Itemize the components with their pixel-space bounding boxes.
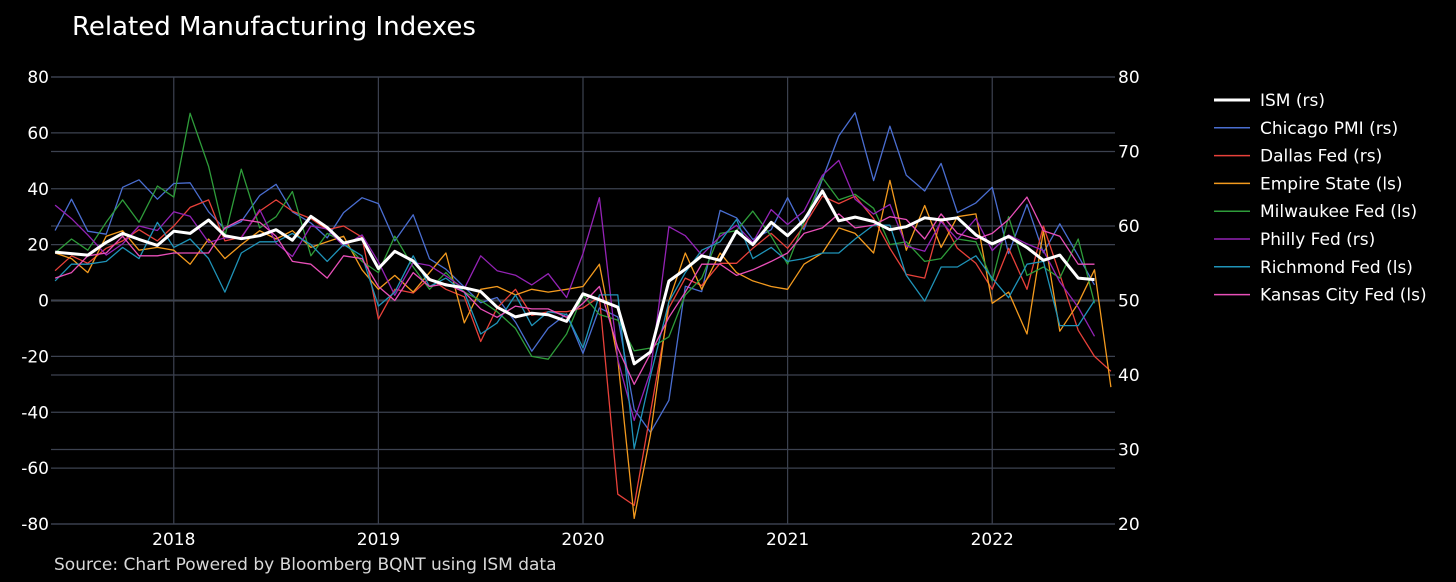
x-tick-label: 2018 xyxy=(152,530,195,550)
legend-label: Chicago PMI (rs) xyxy=(1260,119,1398,139)
legend-label: Milwaukee Fed (ls) xyxy=(1260,202,1417,222)
right-tick-label: 80 xyxy=(1118,68,1140,88)
left-tick-label: -80 xyxy=(21,515,49,535)
right-tick-label: 40 xyxy=(1118,366,1140,386)
left-tick-label: -40 xyxy=(21,403,49,423)
series-line xyxy=(54,218,1096,450)
left-tick-label: 60 xyxy=(27,124,49,144)
right-tick-label: 20 xyxy=(1118,515,1140,535)
series-line xyxy=(54,189,1095,366)
legend-label: Dallas Fed (rs) xyxy=(1260,147,1382,167)
source-note: Source: Chart Powered by Bloomberg BQNT … xyxy=(54,555,557,575)
right-tick-label: 50 xyxy=(1118,292,1140,312)
grid-lines xyxy=(51,76,1115,525)
x-tick-label: 2020 xyxy=(561,530,604,550)
series-lines xyxy=(54,112,1112,520)
left-tick-label: 40 xyxy=(27,180,49,200)
legend-label: Richmond Fed (ls) xyxy=(1260,258,1413,278)
legend-label: ISM (rs) xyxy=(1260,91,1325,111)
right-axis-ticks: 80 70 60 50 40 30 20 xyxy=(1118,68,1140,535)
left-tick-label: 80 xyxy=(27,68,49,88)
x-axis-ticks: 2018 2019 2020 2021 2022 xyxy=(152,530,1014,550)
x-tick-label: 2019 xyxy=(357,530,400,550)
left-tick-label: -20 xyxy=(21,347,49,367)
series-line xyxy=(54,112,1096,360)
right-tick-label: 60 xyxy=(1118,217,1140,237)
right-tick-label: 70 xyxy=(1118,143,1140,163)
left-tick-label: 20 xyxy=(27,236,49,256)
series-line xyxy=(54,159,1096,422)
chart-title: Related Manufacturing Indexes xyxy=(72,12,476,42)
left-axis-ticks: 80 60 40 20 0 -20 -40 -60 -80 xyxy=(21,68,49,535)
x-tick-label: 2022 xyxy=(971,530,1014,550)
x-tick-label: 2021 xyxy=(766,530,809,550)
legend-label: Kansas City Fed (ls) xyxy=(1260,286,1427,306)
legend-label: Empire State (ls) xyxy=(1260,174,1403,194)
right-tick-label: 30 xyxy=(1118,441,1140,461)
legend: ISM (rs) Chicago PMI (rs) Dallas Fed (rs) E… xyxy=(1214,91,1427,306)
legend-label: Philly Fed (rs) xyxy=(1260,230,1375,250)
series-line xyxy=(54,195,1112,507)
left-tick-label: -60 xyxy=(21,459,49,479)
left-tick-label: 0 xyxy=(38,292,49,312)
series-line xyxy=(54,179,1112,520)
